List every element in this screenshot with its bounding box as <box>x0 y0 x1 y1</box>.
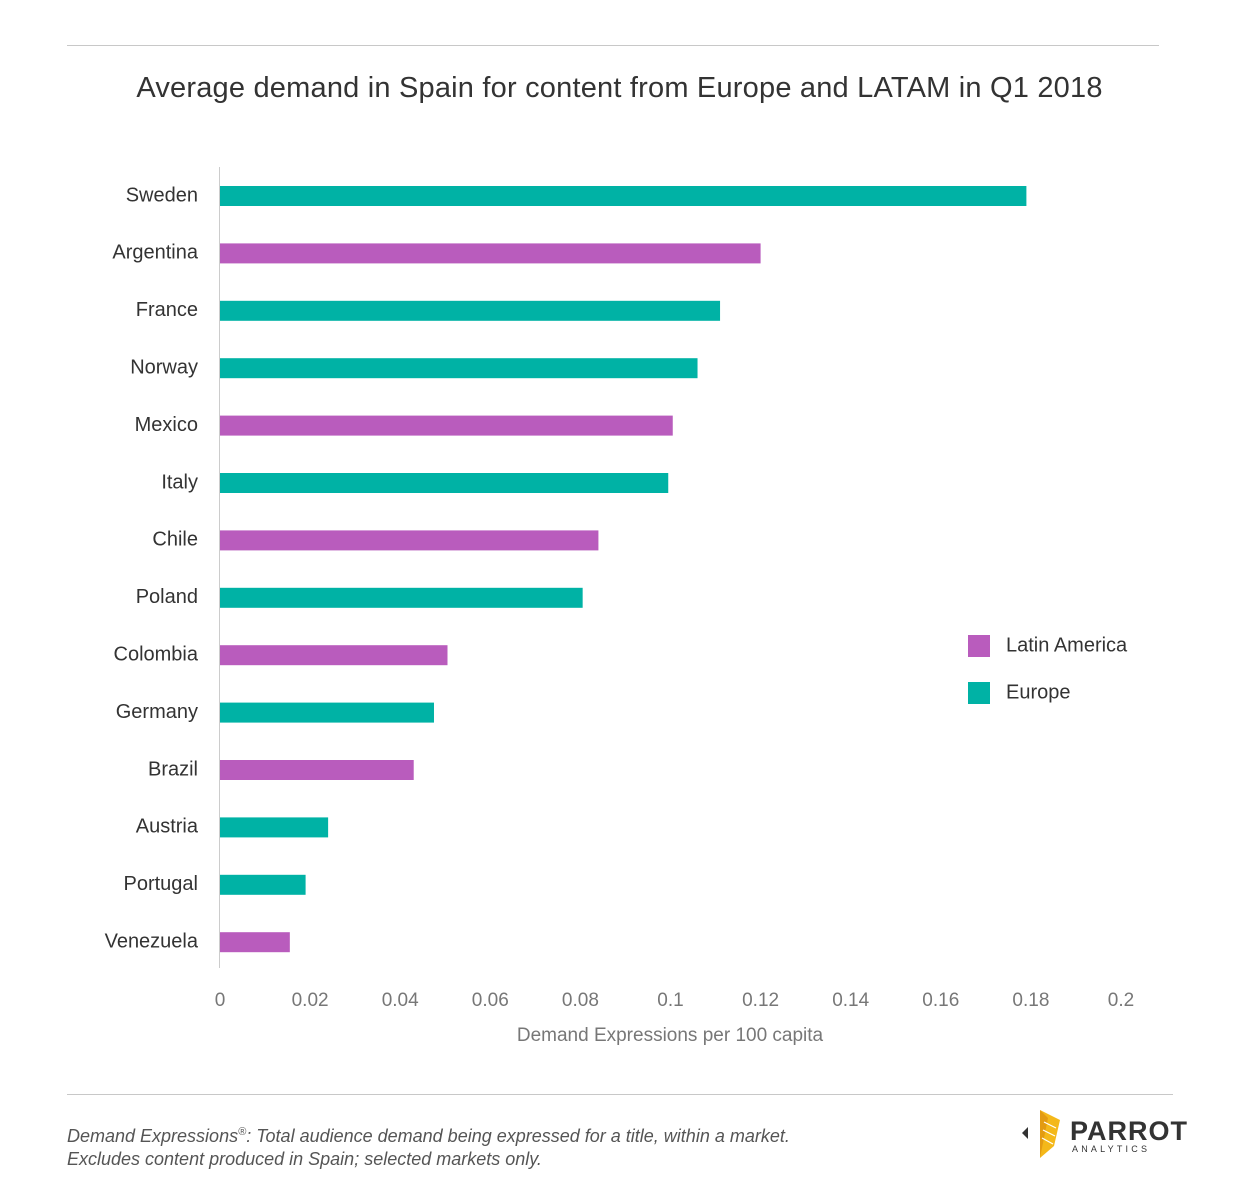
footnote-line-1: Demand Expressions®: Total audience dema… <box>67 1121 790 1148</box>
chart-title: Average demand in Spain for content from… <box>136 72 1103 104</box>
x-tick-label: 0.12 <box>742 990 779 1011</box>
bar-argentina <box>220 243 761 264</box>
category-label-france: France <box>136 299 198 321</box>
category-label-chile: Chile <box>152 529 198 551</box>
logo-wordmark: PARROT <box>1070 1116 1188 1146</box>
x-tick-label: 0.2 <box>1108 990 1134 1011</box>
category-label-poland: Poland <box>136 586 198 608</box>
x-tick-label: 0.14 <box>832 990 869 1011</box>
legend-swatch-europe <box>968 682 990 704</box>
x-tick-label: 0.06 <box>472 990 509 1011</box>
registered-mark: ® <box>238 1126 247 1138</box>
legend-label-latin-america: Latin America <box>1006 634 1128 656</box>
category-label-sweden: Sweden <box>126 184 198 206</box>
bar-portugal <box>220 874 306 895</box>
category-label-norway: Norway <box>130 356 198 378</box>
bar-norway <box>220 358 698 379</box>
x-tick-label: 0.04 <box>382 990 419 1011</box>
x-axis-ticks: 0 0.02 0.04 0.06 0.08 0.1 0.12 0.14 0.16 0.18 0.2 <box>215 990 1135 1011</box>
footnote-term: Demand Expressions <box>67 1126 239 1146</box>
x-tick-label: 0 <box>215 990 226 1011</box>
parrot-logo-icon <box>1022 1110 1060 1158</box>
logo-subtitle: ANALYTICS <box>1072 1144 1151 1154</box>
legend-swatch-latin-america <box>968 635 990 657</box>
bar-poland <box>220 587 583 608</box>
x-tick-label: 0.16 <box>922 990 959 1011</box>
category-label-brazil: Brazil <box>148 758 198 780</box>
category-label-venezuela: Venezuela <box>105 930 199 952</box>
bottom-rule <box>67 1094 1173 1095</box>
footnote-line-2: Excludes content produced in Spain; sele… <box>67 1149 542 1169</box>
parrot-analytics-logo: PARROT ANALYTICS <box>1018 1106 1187 1162</box>
bar-italy <box>220 473 669 493</box>
x-tick-label: 0.1 <box>657 990 683 1011</box>
bar-france <box>220 300 721 321</box>
category-labels: Sweden Argentina France Norway Mexico Italy Ch… <box>105 184 199 952</box>
category-label-portugal: Portugal <box>124 873 199 895</box>
bar-colombia <box>220 645 448 666</box>
bar-germany <box>220 702 434 723</box>
footnote: Demand Expressions®: Total audience dema… <box>67 1121 790 1171</box>
x-tick-label: 0.08 <box>562 990 599 1011</box>
category-label-italy: Italy <box>161 471 198 493</box>
category-label-argentina: Argentina <box>112 242 198 264</box>
category-label-colombia: Colombia <box>114 643 199 665</box>
legend: Latin America Europe <box>968 634 1128 704</box>
bar-austria <box>220 817 329 838</box>
bar-chart: Sweden Argentina France Norway Mexico Italy Ch… <box>105 167 1135 1046</box>
bar-venezuela <box>220 932 290 953</box>
category-label-mexico: Mexico <box>135 414 198 436</box>
x-tick-label: 0.18 <box>1012 990 1049 1011</box>
footnote-definition: : Total audience demand being expressed … <box>246 1126 790 1146</box>
bar-brazil <box>220 760 414 780</box>
category-label-austria: Austria <box>136 816 199 838</box>
legend-label-europe: Europe <box>1006 681 1071 703</box>
top-rule <box>67 45 1159 46</box>
bar-sweden <box>220 186 1027 206</box>
category-label-germany: Germany <box>116 701 198 723</box>
x-axis-title: Demand Expressions per 100 capita <box>517 1025 824 1046</box>
bar-mexico <box>220 415 673 436</box>
bar-chile <box>220 530 599 551</box>
bars-group <box>220 186 1027 953</box>
x-tick-label: 0.02 <box>292 990 329 1011</box>
